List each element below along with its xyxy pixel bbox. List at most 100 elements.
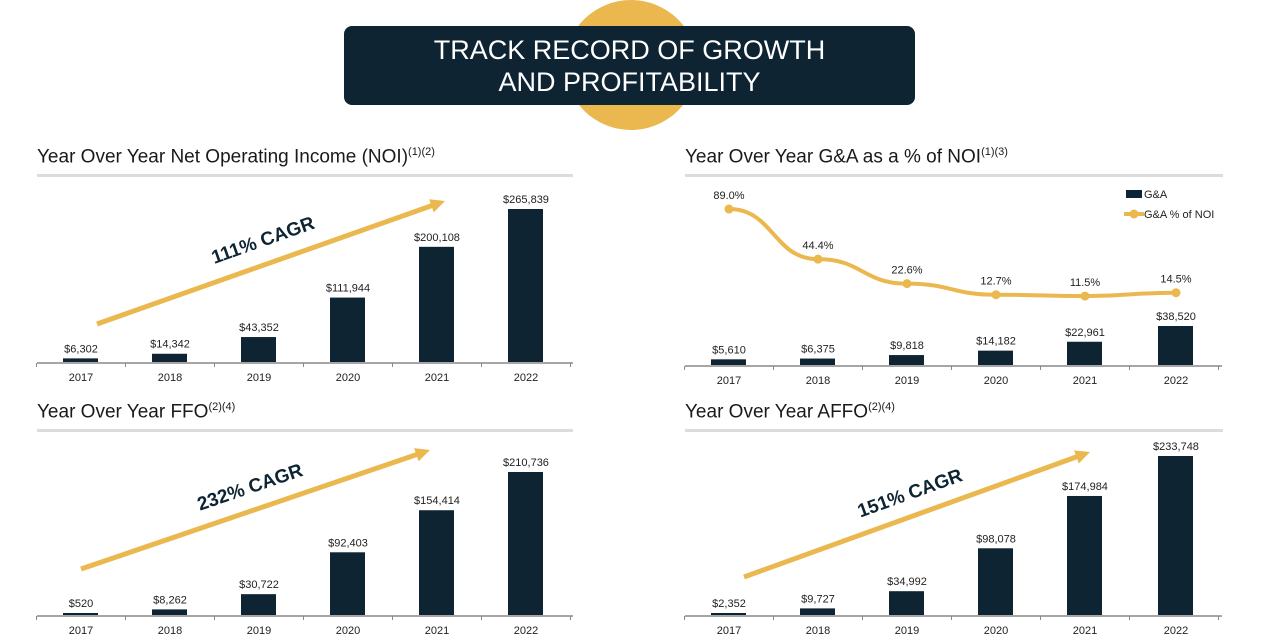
x-tick-label: 2019 [247,372,271,384]
bar [419,246,454,362]
bar [419,510,454,615]
data-label: $200,108 [414,232,460,244]
bar [978,350,1013,365]
x-tick-label: 2018 [158,625,182,637]
divider [685,429,1223,432]
data-label: $38,520 [1156,311,1196,323]
x-tick-label: 2019 [247,625,271,637]
noi-chart-title: Year Over Year Net Operating Income (NOI… [37,146,435,168]
divider [37,429,573,432]
bar [508,472,543,615]
line-point [991,290,1001,300]
x-tick-label: 2021 [1073,375,1097,387]
legend-swatch-marker [1129,209,1139,219]
data-label: $265,839 [503,194,549,206]
x-tick-label: 2020 [984,625,1008,637]
x-tick-label: 2018 [158,372,182,384]
data-label: $5,610 [712,344,746,356]
data-label: $111,944 [326,283,370,295]
x-tick-label: 2022 [514,372,538,384]
x-tick-label: 2018 [806,375,830,387]
line-series [728,207,1177,299]
x-tick-label: 2022 [1164,375,1188,387]
ga-chart-title: Year Over Year G&A as a % of NOI(1)(3) [685,146,1008,168]
bar [152,609,187,615]
bar [889,355,924,365]
x-tick-label: 2017 [69,625,93,637]
affo-chart-title: Year Over Year AFFO(2)(4) [685,401,895,423]
data-label: $14,182 [976,336,1016,348]
x-tick-label: 2020 [336,625,360,637]
bar [978,548,1013,615]
x-tick-label: 2017 [69,372,93,384]
bar [63,358,98,362]
page-title-line2: AND PROFITABILITY [498,67,761,97]
bar [711,613,746,615]
line-data-label: 11.5% [1070,277,1101,289]
line-point [1171,288,1181,298]
page-title-line1: TRACK RECORD OF GROWTH [433,35,826,65]
data-label: $9,727 [801,593,835,605]
ffo-chart-title: Year Over Year FFO(2)(4) [37,401,236,423]
line-data-label: 89.0% [713,190,744,202]
x-tick-label: 2021 [425,625,449,637]
data-label: $34,992 [887,576,927,588]
data-label: $98,078 [976,533,1016,545]
line-point [902,279,912,289]
bar [1158,326,1193,365]
legend-swatch-bar [1126,190,1142,198]
data-label: $6,375 [801,344,835,356]
data-label: $14,342 [150,339,190,351]
cagr-arrow [743,454,1078,580]
cagr-arrow [80,452,418,572]
legend-label: G&A [1144,189,1168,201]
x-tick-label: 2021 [425,372,449,384]
bar [330,552,365,615]
x-tick-label: 2021 [1073,625,1097,637]
line-point [1080,291,1090,301]
line-data-label: 12.7% [980,276,1011,288]
data-label: $2,352 [712,598,746,610]
page-title-banner: TRACK RECORD OF GROWTH AND PROFITABILITY [344,26,915,105]
data-label: $9,818 [890,340,924,352]
data-label: $92,403 [328,537,368,549]
cagr-label: 151% CAGR [855,465,966,522]
bar [63,613,98,615]
x-tick-label: 2020 [336,372,360,384]
data-label: $30,722 [239,579,279,591]
line-point [813,254,823,264]
bar [711,359,746,365]
line-point [724,204,734,214]
x-tick-label: 2019 [895,375,919,387]
bar [241,594,276,615]
x-tick-label: 2020 [984,375,1008,387]
data-label: $520 [69,598,93,610]
x-tick-label: 2017 [717,625,741,637]
x-tick-label: 2018 [806,625,830,637]
data-label: $8,262 [153,594,187,606]
data-label: $233,748 [1153,441,1199,453]
divider [685,174,1223,177]
x-tick-label: 2019 [895,625,919,637]
data-label: $6,302 [64,343,98,355]
cagr-arrowhead [429,199,445,213]
line-data-label: 14.5% [1160,274,1191,286]
data-label: $22,961 [1065,327,1105,339]
cagr-arrowhead [1074,450,1090,464]
cagr-label: 232% CAGR [195,460,306,515]
cagr-arrowhead [414,448,430,462]
cagr-label: 111% CAGR [209,213,318,269]
bar [152,353,187,362]
data-label: $174,984 [1062,481,1108,493]
line-data-label: 44.4% [802,240,833,252]
bar [800,358,835,365]
x-tick-label: 2017 [717,375,741,387]
bar [508,209,543,362]
bar [1067,341,1102,365]
bar [330,297,365,362]
data-label: $210,736 [503,457,549,469]
bar [889,591,924,615]
bar [1158,456,1193,615]
